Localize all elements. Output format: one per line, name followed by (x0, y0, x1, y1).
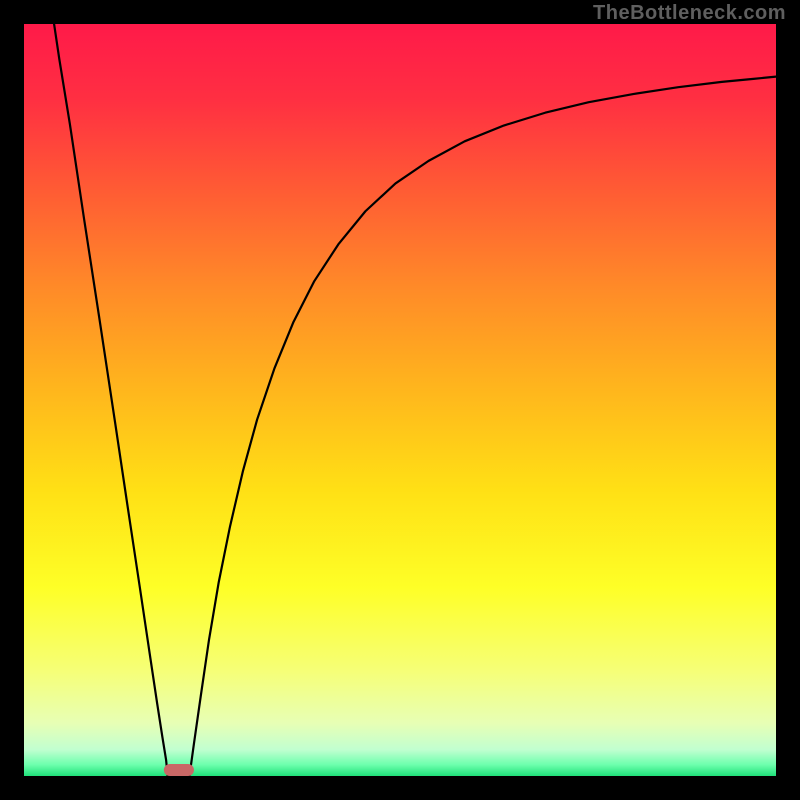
chart-container: TheBottleneck.com (0, 0, 800, 800)
optimal-point-marker (164, 764, 194, 776)
chart-background-gradient (24, 24, 776, 776)
bottleneck-curve-chart (0, 0, 800, 800)
